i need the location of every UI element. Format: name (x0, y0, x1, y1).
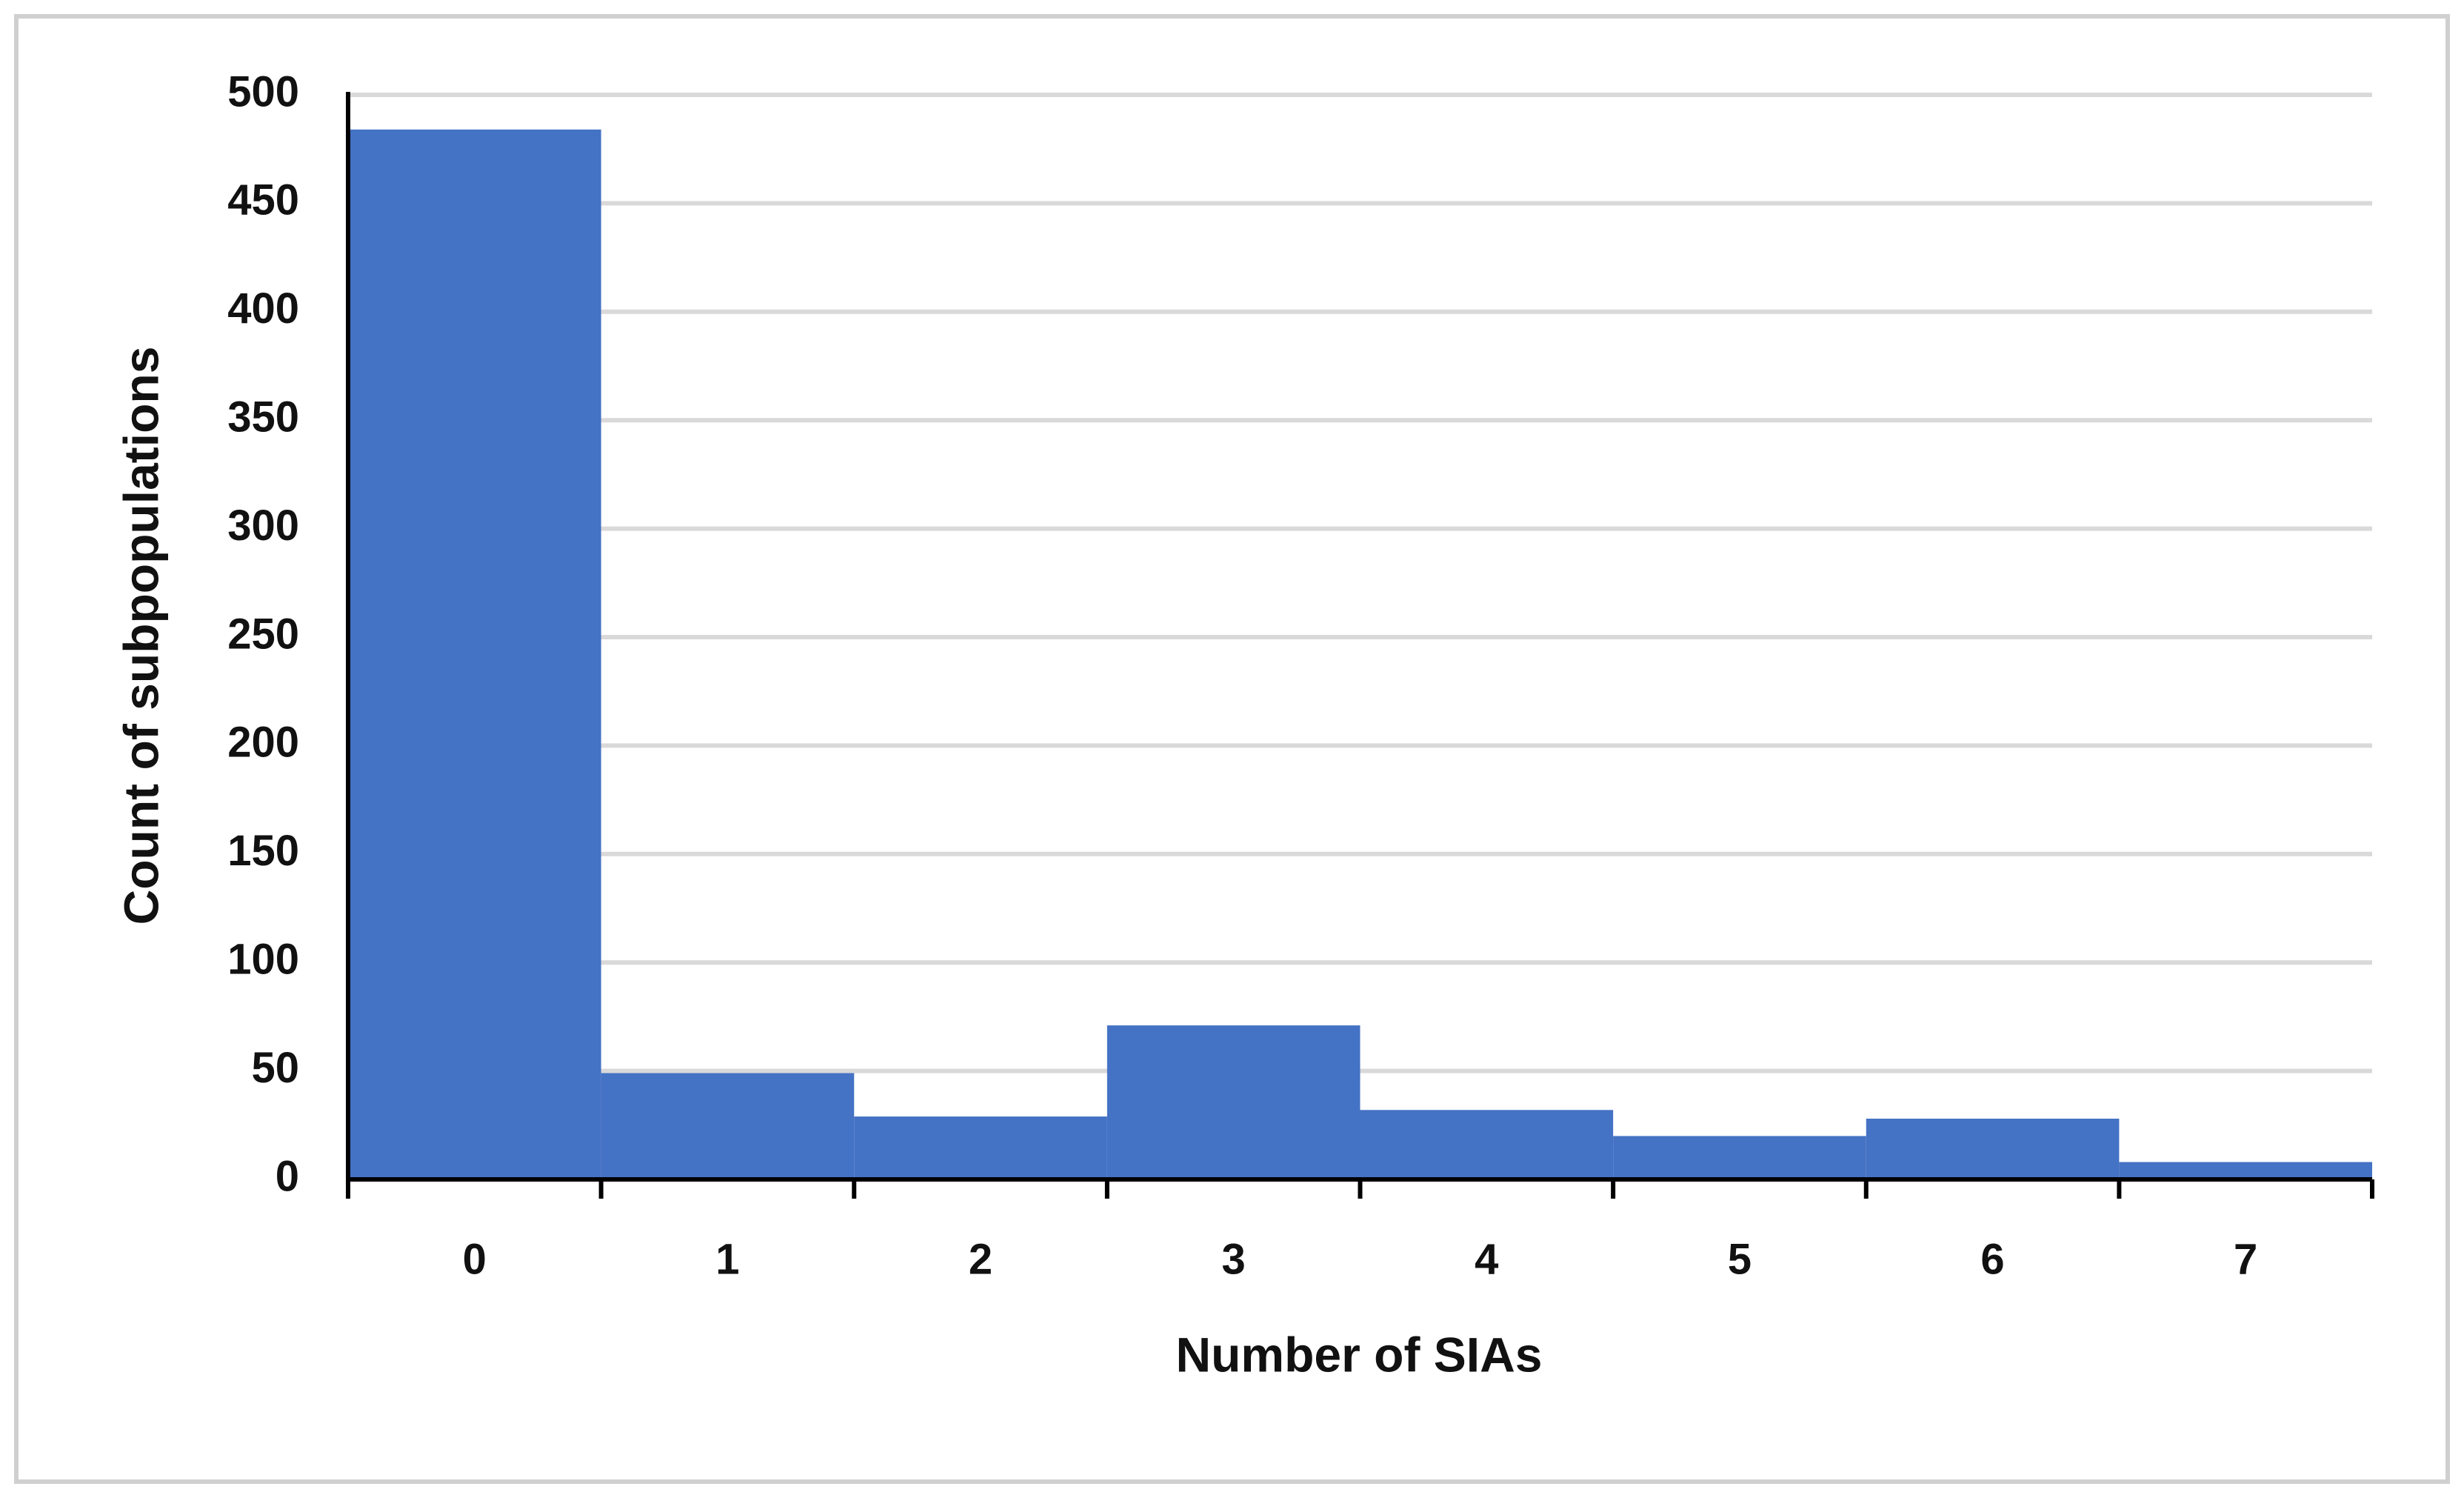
bar (2119, 1162, 2372, 1179)
x-tick-label: 6 (1980, 1235, 2004, 1283)
x-tick-label: 3 (1222, 1235, 1246, 1283)
y-tick-label: 200 (227, 719, 299, 767)
x-tick-label: 1 (715, 1235, 739, 1283)
y-tick-label: 400 (227, 284, 299, 333)
x-tick-label: 4 (1475, 1235, 1498, 1283)
y-tick-label: 300 (227, 502, 299, 550)
y-axis-title: Count of subpopulations (113, 347, 168, 925)
x-axis-title: Number of SIAs (1175, 1327, 1542, 1382)
y-tick-label: 450 (227, 176, 299, 224)
y-tick-label: 250 (227, 610, 299, 658)
x-tick-label: 2 (969, 1235, 992, 1283)
x-tick-label: 7 (2234, 1235, 2257, 1283)
y-tick-label: 500 (227, 67, 299, 116)
y-tick-label: 0 (276, 1152, 299, 1200)
bar (1613, 1136, 1866, 1179)
bar (854, 1116, 1107, 1179)
y-tick-label: 150 (227, 827, 299, 875)
x-tick-label: 0 (463, 1235, 487, 1283)
bar (1360, 1110, 1614, 1179)
bar (601, 1073, 855, 1179)
y-tick-label: 50 (251, 1044, 299, 1092)
x-tick-label: 5 (1728, 1235, 1752, 1283)
y-tick-label: 100 (227, 936, 299, 984)
bar (348, 129, 601, 1179)
bar (1106, 1025, 1360, 1179)
y-tick-label: 350 (227, 393, 299, 442)
bar (1866, 1119, 2120, 1179)
